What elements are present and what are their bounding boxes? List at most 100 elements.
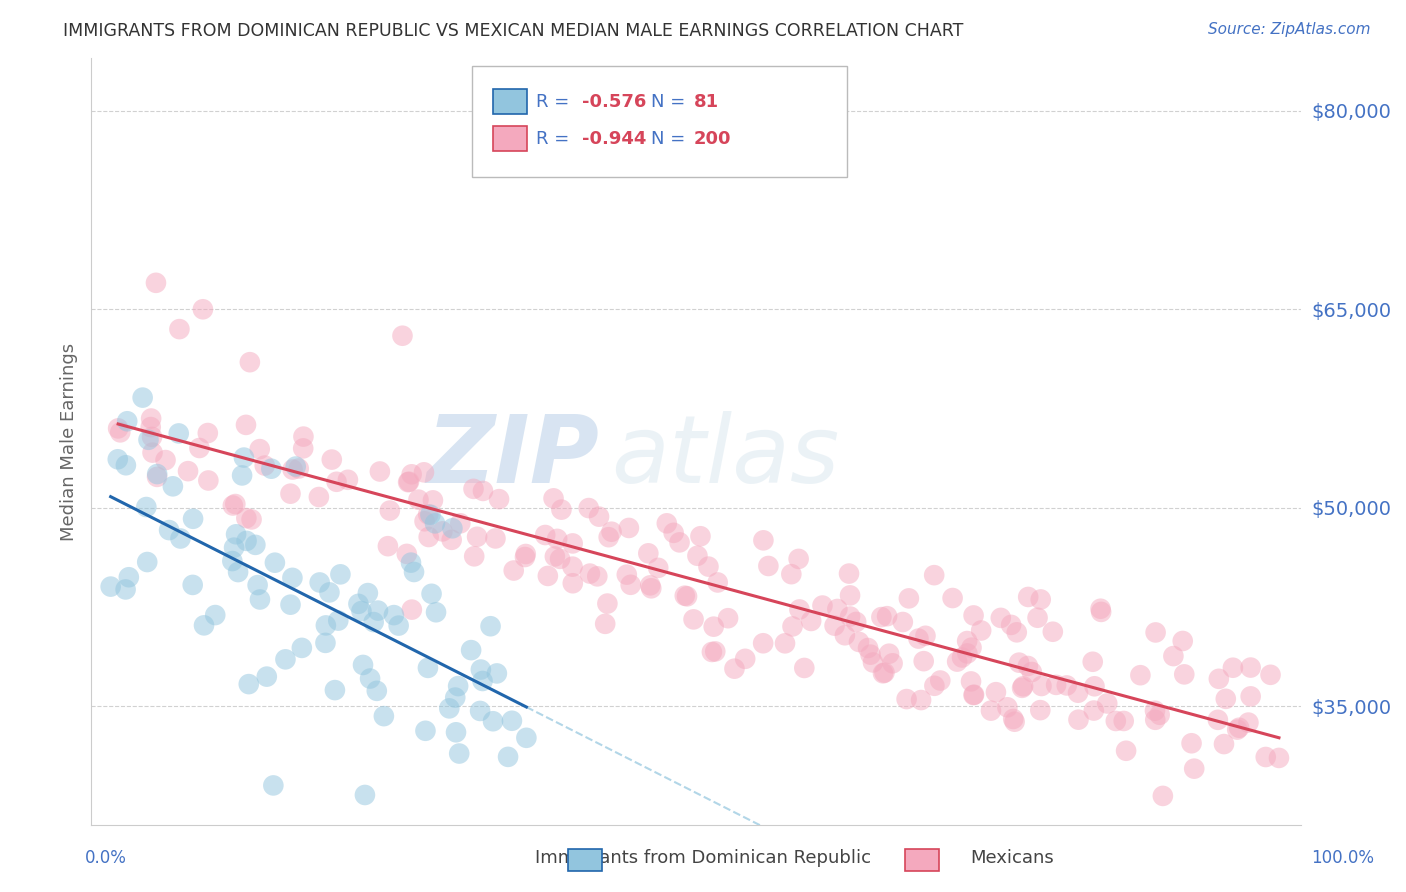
Point [418,508,440,522]
Point [260,461,283,475]
Point [396,475,419,490]
Point [1237,715,1260,730]
Point [141,445,163,459]
Point [877,647,900,661]
Point [1144,625,1167,640]
Point [225,527,247,541]
Point [107,452,129,467]
Point [197,425,219,440]
Text: IMMIGRANTS FROM DOMINICAN REPUBLIC VS MEXICAN MEDIAN MALE EARNINGS CORRELATION C: IMMIGRANTS FROM DOMINICAN REPUBLIC VS ME… [63,22,963,40]
Point [318,585,340,599]
Text: R =: R = [536,93,575,111]
Point [315,618,337,632]
Point [408,492,430,507]
Point [415,723,437,738]
Point [929,673,952,688]
Point [336,473,359,487]
Point [1112,714,1135,728]
Point [378,503,401,517]
Point [1017,659,1039,673]
Point [845,615,868,629]
Point [449,747,471,761]
Point [352,657,374,672]
Text: N =: N = [651,129,692,147]
Point [181,512,204,526]
Point [839,609,862,624]
Point [561,576,583,591]
Text: 0.0%: 0.0% [84,849,127,867]
Point [703,620,725,634]
Text: Mexicans: Mexicans [970,849,1054,867]
Point [439,701,461,715]
Point [752,533,775,548]
Point [561,559,583,574]
Point [834,628,856,642]
Point [620,578,643,592]
Point [440,533,463,547]
Point [1163,649,1185,664]
Point [398,475,420,489]
Point [222,499,245,513]
Point [246,578,269,592]
Point [110,425,132,440]
Point [800,614,823,628]
Point [169,532,191,546]
Point [990,611,1012,625]
Text: -0.576: -0.576 [582,93,647,111]
Point [593,616,616,631]
Point [960,674,983,689]
Point [704,644,727,658]
Point [314,636,336,650]
Point [1067,686,1090,700]
Point [501,714,523,728]
Point [824,618,846,632]
Point [191,302,214,317]
Point [368,465,391,479]
Point [697,559,720,574]
Point [673,589,696,603]
Point [402,565,425,579]
Point [1021,665,1043,679]
Point [950,650,973,665]
Point [686,549,709,563]
Point [463,482,485,496]
Text: 81: 81 [693,93,718,111]
Point [416,661,439,675]
Point [107,421,129,435]
Point [882,657,904,671]
Point [1208,672,1230,686]
Point [253,458,276,473]
Point [239,355,262,369]
Point [224,497,246,511]
Point [1029,703,1052,717]
Point [485,666,508,681]
Point [962,608,984,623]
Point [946,655,969,669]
Point [1090,605,1112,619]
Point [1042,624,1064,639]
Point [141,430,163,444]
Point [970,624,993,638]
Point [114,582,136,597]
Point [579,566,602,581]
Point [1149,707,1171,722]
Point [221,554,243,568]
Point [534,528,557,542]
Point [897,591,920,606]
Point [447,679,470,693]
Point [1083,704,1105,718]
Point [470,663,492,677]
Point [682,612,704,626]
Point [1227,721,1250,735]
Point [1222,661,1244,675]
Point [912,654,935,668]
Point [449,516,471,531]
Point [145,276,167,290]
Point [1081,655,1104,669]
Point [995,700,1018,714]
Point [418,530,440,544]
Point [226,565,249,579]
Point [1268,751,1291,765]
Point [479,619,502,633]
Point [515,731,537,745]
